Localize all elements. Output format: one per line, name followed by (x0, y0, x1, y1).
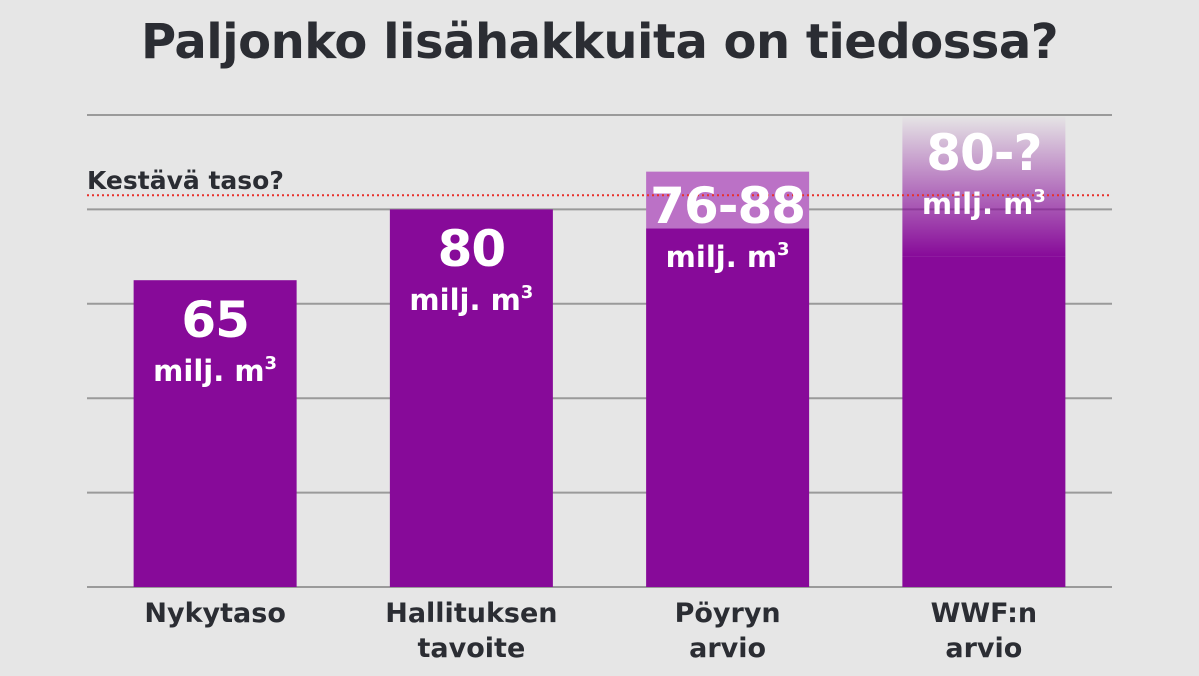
bar (902, 256, 1066, 587)
bar-value-unit: milj. m3 (153, 353, 278, 389)
bar-value-number: 80-? (926, 124, 1042, 182)
bar-range-segment (646, 171, 810, 229)
category-label-line: Pöyryn (674, 598, 781, 629)
category-label-line: Nykytaso (144, 598, 286, 629)
bar-value-number: 80 (437, 220, 507, 279)
unit-superscript: 3 (264, 353, 278, 375)
category-label-line: Hallituksen (385, 598, 558, 629)
bar-value-number: 76-88 (650, 176, 806, 235)
bar-value-unit: milj. m3 (921, 186, 1046, 221)
category-label: Nykytaso (105, 596, 325, 631)
bar-value-label: 65 milj. m3 (115, 292, 315, 387)
category-label: WWF:n arvio (874, 596, 1094, 666)
bar (133, 280, 297, 587)
category-label-line: arvio (689, 633, 767, 664)
unit-superscript: 3 (520, 282, 534, 304)
bar (389, 209, 553, 587)
bar-value-label: 80-? milj. m3 (884, 125, 1084, 220)
unit-superscript: 3 (777, 238, 790, 260)
reference-line-label: Kestävä taso? (87, 166, 284, 195)
bar-value-unit: milj. m3 (665, 238, 790, 274)
bar (646, 228, 810, 587)
unit-superscript: 3 (1033, 186, 1046, 207)
category-label: Hallituksen tavoite (361, 596, 581, 666)
category-label-line: arvio (945, 633, 1023, 664)
bar-value-unit: milj. m3 (409, 282, 534, 318)
bar-open-range-segment (902, 115, 1066, 257)
bar-value-number: 65 (181, 291, 250, 350)
category-label-line: WWF:n (930, 598, 1038, 629)
category-label: Pöyryn arvio (618, 596, 838, 666)
chart-title: Paljonko lisähakkuita on tiedossa? (140, 14, 1059, 70)
bar-value-label: 76-88 milj. m3 (628, 178, 828, 273)
bar-value-label: 80 milj. m3 (371, 221, 571, 316)
category-label-line: tavoite (417, 633, 526, 664)
